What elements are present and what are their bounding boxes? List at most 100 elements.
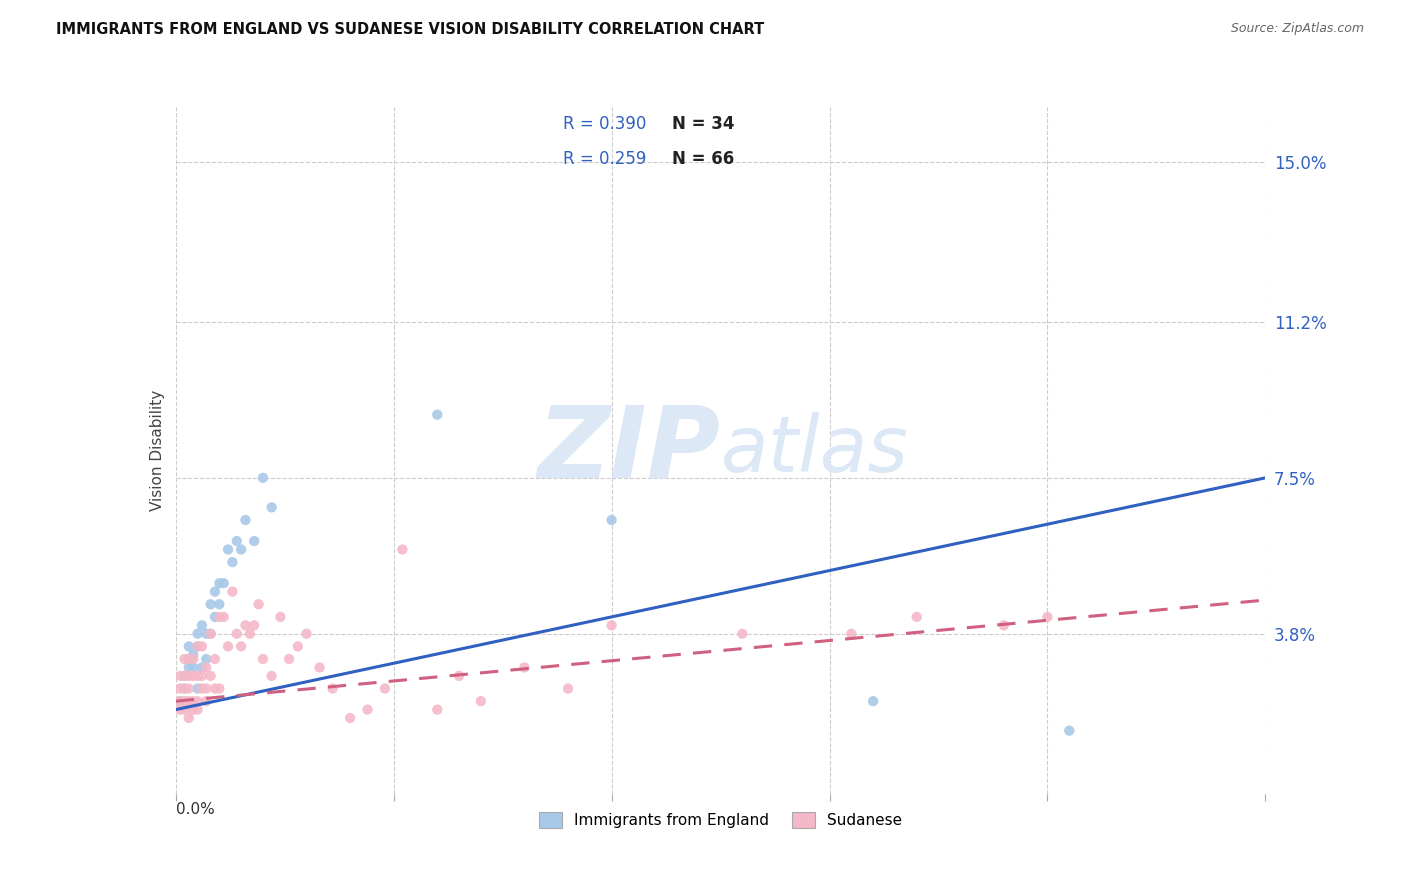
Point [200, 669, 222, 683]
Point [191, 640, 214, 654]
Point [200, 626, 222, 640]
Point [169, 694, 191, 708]
Text: ZIP: ZIP [537, 402, 721, 499]
Point [339, 711, 361, 725]
Point [186, 681, 209, 696]
Point [212, 576, 235, 591]
Text: R = 0.259: R = 0.259 [562, 150, 645, 168]
Point [173, 681, 195, 696]
Point [278, 652, 301, 666]
Point [905, 610, 928, 624]
Text: atlas: atlas [721, 412, 908, 489]
Point [862, 694, 884, 708]
Point [169, 681, 191, 696]
Point [169, 694, 191, 708]
Text: R = 0.390: R = 0.390 [562, 115, 645, 133]
Point [295, 626, 318, 640]
Point [173, 669, 195, 683]
Point [217, 542, 239, 557]
Point [208, 576, 231, 591]
Point [243, 534, 266, 549]
Point [195, 694, 218, 708]
Point [186, 640, 209, 654]
Text: 0.0%: 0.0% [176, 802, 215, 817]
Point [204, 681, 226, 696]
Point [391, 542, 413, 557]
Point [186, 694, 209, 708]
Text: Source: ZipAtlas.com: Source: ZipAtlas.com [1230, 22, 1364, 36]
Point [186, 703, 209, 717]
Point [269, 610, 291, 624]
Point [169, 703, 191, 717]
Point [243, 618, 266, 632]
Point [181, 660, 204, 674]
Point [993, 618, 1015, 632]
Point [557, 681, 579, 696]
Point [177, 694, 200, 708]
Point [173, 669, 195, 683]
Point [235, 618, 257, 632]
Point [252, 471, 274, 485]
Point [173, 652, 195, 666]
Point [231, 640, 253, 654]
Point [239, 626, 262, 640]
Text: N = 34: N = 34 [672, 115, 734, 133]
Point [322, 681, 344, 696]
Point [217, 640, 239, 654]
Point [191, 669, 214, 683]
Point [1036, 610, 1059, 624]
Point [374, 681, 396, 696]
Point [221, 584, 243, 599]
Point [356, 703, 378, 717]
Point [221, 555, 243, 569]
Point [181, 669, 204, 683]
Point [204, 652, 226, 666]
Point [287, 640, 309, 654]
Point [208, 597, 231, 611]
Point [177, 669, 200, 683]
Point [208, 610, 231, 624]
Point [195, 652, 218, 666]
Point [191, 660, 214, 674]
Point [177, 681, 200, 696]
Point [191, 618, 214, 632]
Point [260, 500, 283, 515]
Point [177, 660, 200, 674]
Point [177, 640, 200, 654]
Point [169, 669, 191, 683]
Point [600, 618, 623, 632]
Point [513, 660, 536, 674]
Point [173, 703, 195, 717]
Point [177, 711, 200, 725]
Point [231, 542, 253, 557]
Point [195, 681, 218, 696]
Point [252, 652, 274, 666]
Point [235, 513, 257, 527]
Point [177, 652, 200, 666]
Point [600, 513, 623, 527]
Point [173, 681, 195, 696]
Point [426, 703, 449, 717]
Point [247, 597, 270, 611]
Point [1057, 723, 1080, 738]
Point [200, 597, 222, 611]
Point [186, 626, 209, 640]
Point [181, 652, 204, 666]
Point [308, 660, 330, 674]
Point [225, 626, 247, 640]
Point [204, 584, 226, 599]
Point [195, 626, 218, 640]
Point [731, 626, 754, 640]
Point [181, 648, 204, 662]
Point [181, 694, 204, 708]
Point [841, 626, 863, 640]
Y-axis label: Vision Disability: Vision Disability [149, 390, 165, 511]
Point [260, 669, 283, 683]
Text: IMMIGRANTS FROM ENGLAND VS SUDANESE VISION DISABILITY CORRELATION CHART: IMMIGRANTS FROM ENGLAND VS SUDANESE VISI… [56, 22, 765, 37]
Point [195, 660, 218, 674]
Point [208, 681, 231, 696]
Point [470, 694, 492, 708]
Point [191, 681, 214, 696]
Point [173, 694, 195, 708]
Point [447, 669, 470, 683]
